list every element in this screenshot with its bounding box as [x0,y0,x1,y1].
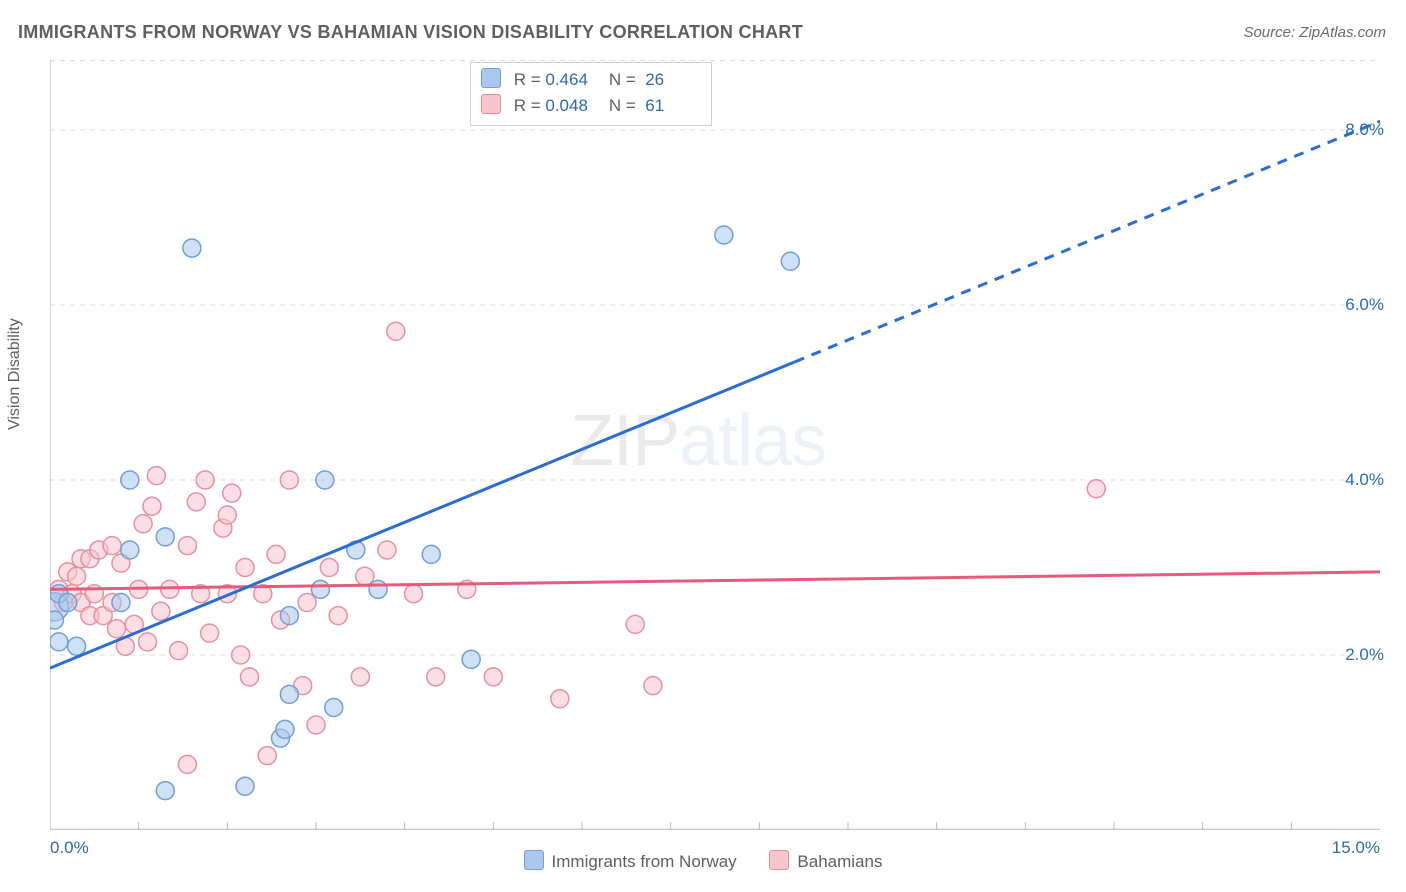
y-axis-ticks: 2.0% 4.0% 6.0% 8.0% [1324,60,1384,830]
legend-label-b: Bahamians [797,852,882,871]
legend-swatch-a-bottom [524,850,544,870]
n-value-a: 26 [645,67,699,93]
legend-swatch-a [481,68,501,88]
n-value-b: 61 [645,93,699,119]
plot-area [50,60,1380,830]
scatter-svg [50,60,1380,830]
chart-container: IMMIGRANTS FROM NORWAY VS BAHAMIAN VISIO… [0,0,1406,892]
series-legend: Immigrants from Norway Bahamians [0,850,1406,872]
correlation-legend: R = 0.464 N = 26 R = 0.048 N = 61 [470,62,712,126]
y-tick: 6.0% [1345,295,1384,315]
legend-row-b: R = 0.048 N = 61 [481,93,699,119]
y-axis-label: Vision Disability [6,318,24,430]
chart-title: IMMIGRANTS FROM NORWAY VS BAHAMIAN VISIO… [18,22,803,43]
legend-row-a: R = 0.464 N = 26 [481,67,699,93]
r-value-a: 0.464 [545,67,599,93]
y-tick: 8.0% [1345,120,1384,140]
y-tick: 4.0% [1345,470,1384,490]
legend-label-a: Immigrants from Norway [552,852,737,871]
y-tick: 2.0% [1345,645,1384,665]
legend-swatch-b [481,94,501,114]
source-attribution: Source: ZipAtlas.com [1243,24,1386,41]
r-value-b: 0.048 [545,93,599,119]
legend-swatch-b-bottom [769,850,789,870]
